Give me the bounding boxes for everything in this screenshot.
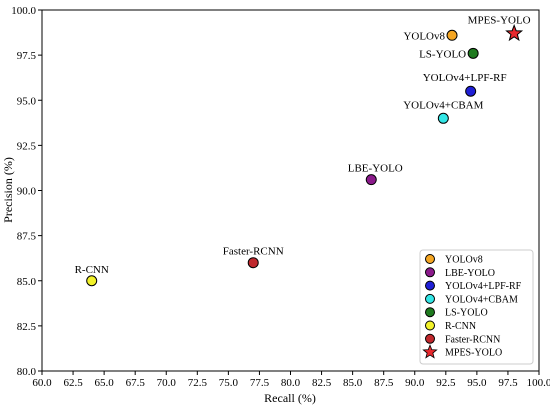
legend-label-mpes-yolo: MPES-YOLO [445, 348, 502, 359]
point-labels: YOLOv8 LBE-YOLO YOLOv4+LPF-RF YOLOv4+CBAM LS… [75, 14, 531, 275]
point-r-cnn [86, 275, 98, 287]
data-points [86, 24, 524, 287]
y-tick-label: 92.5 [17, 140, 37, 152]
point-lbe-yolo [365, 174, 377, 186]
legend-marker-faster-rcnn [425, 333, 435, 344]
x-tick-label: 85.0 [343, 377, 363, 389]
x-tick-label: 95.0 [467, 377, 487, 389]
x-tick-label: 80.0 [281, 377, 301, 389]
x-tick-label: 100.0 [527, 377, 550, 389]
legend-label-faster-rcnn: Faster-RCNN [445, 334, 500, 345]
y-tick-label: 82.5 [17, 321, 37, 333]
point-label-faster-rcnn: Faster-RCNN [223, 246, 284, 258]
point-label-mpes-yolo: MPES-YOLO [468, 14, 531, 26]
legend-box [419, 249, 534, 365]
point-label-yolov8: YOLOv8 [403, 30, 445, 42]
point-yolov8 [446, 29, 458, 41]
point-faster-rcnn [247, 257, 259, 269]
x-tick-label: 92.5 [436, 377, 456, 389]
legend-label-ls-yolo: LS-YOLO [445, 308, 488, 319]
legend-marker-yolov8 [425, 254, 435, 264]
x-axis-ticks: 60.0 62.5 65.0 67.5 70.0 72.5 75.0 77.5 80.0 82.5… [32, 371, 550, 389]
point-label-lbe-yolo: LBE-YOLO [348, 163, 403, 175]
x-tick-label: 75.0 [219, 377, 239, 389]
point-label-yolov4-cbam: YOLOv4+CBAM [403, 99, 483, 111]
point-label-ls-yolo: LS-YOLO [419, 48, 466, 60]
legend-label-yolov4-cbam: YOLOv4+CBAM [445, 294, 518, 305]
x-tick-label: 70.0 [157, 377, 177, 389]
x-tick-label: 72.5 [188, 377, 208, 389]
legend-marker-lbe-yolo [425, 267, 435, 278]
x-tick-label: 87.5 [374, 377, 394, 389]
x-tick-label: 65.0 [95, 377, 115, 389]
legend-label-yolov8: YOLOv8 [445, 255, 483, 266]
x-tick-label: 67.5 [126, 377, 146, 389]
point-mpes-yolo [505, 24, 524, 42]
point-ls-yolo [467, 47, 479, 59]
x-tick-label: 77.5 [250, 377, 270, 389]
legend-marker-ls-yolo [425, 307, 435, 318]
y-tick-label: 95.0 [17, 95, 37, 107]
point-yolov4-cbam [437, 112, 449, 124]
point-yolov4-lpf-rf [465, 85, 477, 97]
legend: YOLOv8 LBE-YOLO YOLOv4+LPF-RF YOLOv4+CBAM LS… [419, 249, 534, 365]
y-tick-label: 97.5 [17, 50, 37, 62]
legend-marker-r-cnn [425, 320, 435, 331]
y-tick-label: 100.0 [11, 5, 36, 17]
y-axis-ticks: 80.0 82.5 85.0 87.5 90.0 92.5 95.0 97.5 100.0 [11, 5, 42, 378]
x-tick-label: 82.5 [312, 377, 332, 389]
y-tick-label: 80.0 [17, 366, 37, 378]
legend-label-yolov4-lpf-rf: YOLOv4+LPF-RF [445, 281, 522, 292]
legend-marker-yolov4-lpf-rf [425, 280, 435, 291]
x-tick-label: 62.5 [63, 377, 83, 389]
x-tick-label: 60.0 [32, 377, 52, 389]
legend-label-r-cnn: R-CNN [445, 321, 476, 332]
y-tick-label: 85.0 [17, 276, 37, 288]
point-label-r-cnn: R-CNN [75, 264, 109, 276]
legend-marker-mpes-yolo [422, 343, 438, 359]
y-axis-label: Precision (%) [1, 157, 15, 223]
y-tick-label: 90.0 [17, 186, 37, 198]
legend-marker-yolov4-cbam [425, 293, 435, 304]
y-tick-label: 87.5 [17, 231, 37, 243]
x-tick-label: 97.5 [498, 377, 518, 389]
legend-label-lbe-yolo: LBE-YOLO [445, 268, 495, 279]
x-axis-label: Recall (%) [264, 391, 316, 405]
x-tick-label: 90.0 [405, 377, 425, 389]
point-label-yolov4-lpf-rf: YOLOv4+LPF-RF [423, 72, 507, 84]
